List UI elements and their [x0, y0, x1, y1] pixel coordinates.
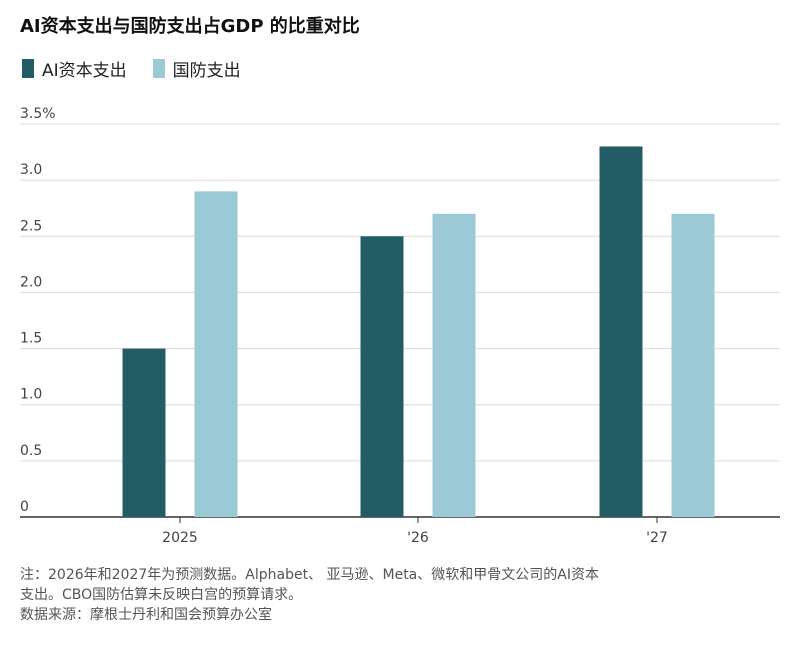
legend-item-ai-capex: AI资本支出	[22, 56, 127, 81]
legend-swatch-defense	[152, 59, 165, 78]
footnote-line-1: 注：2026年和2027年为预测数据。Alphabet、 亚马逊、Meta、微软…	[20, 567, 599, 583]
y-tick-label: 0	[20, 499, 29, 515]
y-tick-label: 0.5	[20, 443, 42, 459]
x-tick-label: 2025	[162, 530, 198, 546]
x-tick-label: '26	[407, 530, 429, 546]
legend-item-defense: 国防支出	[152, 56, 241, 81]
chart-legend: AI资本支出 国防支出	[22, 56, 267, 81]
y-tick-label: 3.5%	[20, 106, 56, 122]
x-tick-label: '27	[646, 530, 668, 546]
y-tick-label: 3.0	[20, 162, 42, 178]
y-tick-label: 2.0	[20, 274, 42, 290]
legend-label-defense: 国防支出	[172, 61, 241, 81]
bar	[360, 236, 404, 518]
bar-chart: 0 0.5 1.0 1.5 2.0 2.5 3.0 3.5% 2025 '26 '27	[20, 106, 780, 546]
chart-title: AI资本支出与国防支出占GDP 的比重对比	[20, 16, 360, 37]
y-tick-label: 1.0	[20, 387, 42, 403]
legend-label-ai-capex: AI资本支出	[42, 61, 127, 81]
legend-swatch-ai-capex	[22, 59, 34, 78]
footnote-line-2: 支出。CBO国防估算未反映白宫的预算请求。	[20, 587, 303, 603]
bar	[671, 213, 715, 517]
bar	[194, 191, 238, 517]
bar	[599, 146, 643, 517]
bar	[122, 348, 166, 517]
y-tick-label: 1.5	[20, 331, 42, 347]
y-tick-label: 2.5	[20, 218, 42, 234]
bar	[432, 213, 476, 517]
source-note: 数据来源：摩根士丹利和国会预算办公室	[20, 607, 272, 623]
chart-notes: 注：2026年和2027年为预测数据。Alphabet、 亚马逊、Meta、微软…	[20, 565, 720, 625]
